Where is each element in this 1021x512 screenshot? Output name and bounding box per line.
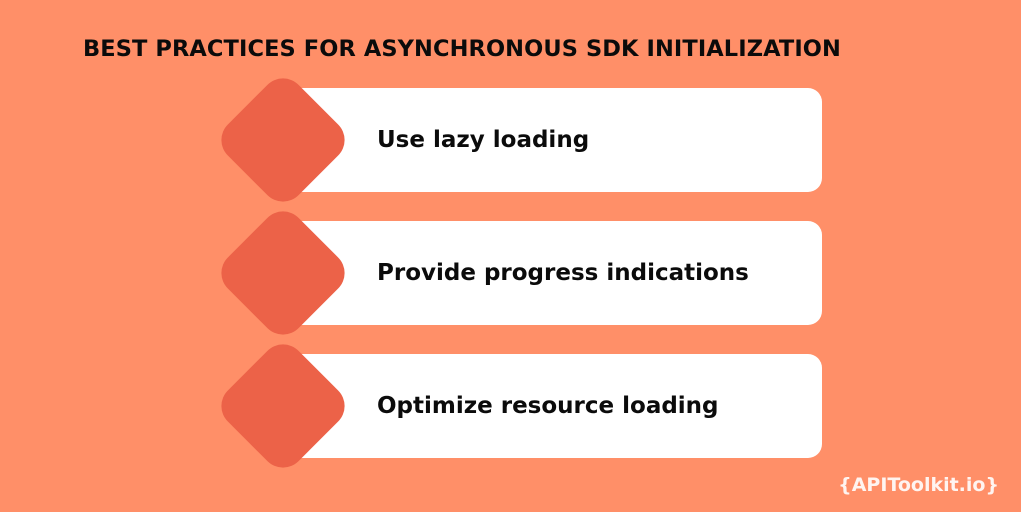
step-card-1: Use lazy loading (282, 88, 822, 192)
step-label-3: Optimize resource loading (377, 393, 719, 419)
step-label-1: Use lazy loading (377, 127, 590, 153)
step-card-2: Provide progress indications (282, 221, 822, 325)
step-label-2: Provide progress indications (377, 260, 749, 286)
step-card-3: Optimize resource loading (282, 354, 822, 458)
page-title: BEST PRACTICES FOR ASYNCHRONOUS SDK INIT… (83, 36, 841, 62)
brand-watermark: {APIToolkit.io} (838, 474, 999, 496)
